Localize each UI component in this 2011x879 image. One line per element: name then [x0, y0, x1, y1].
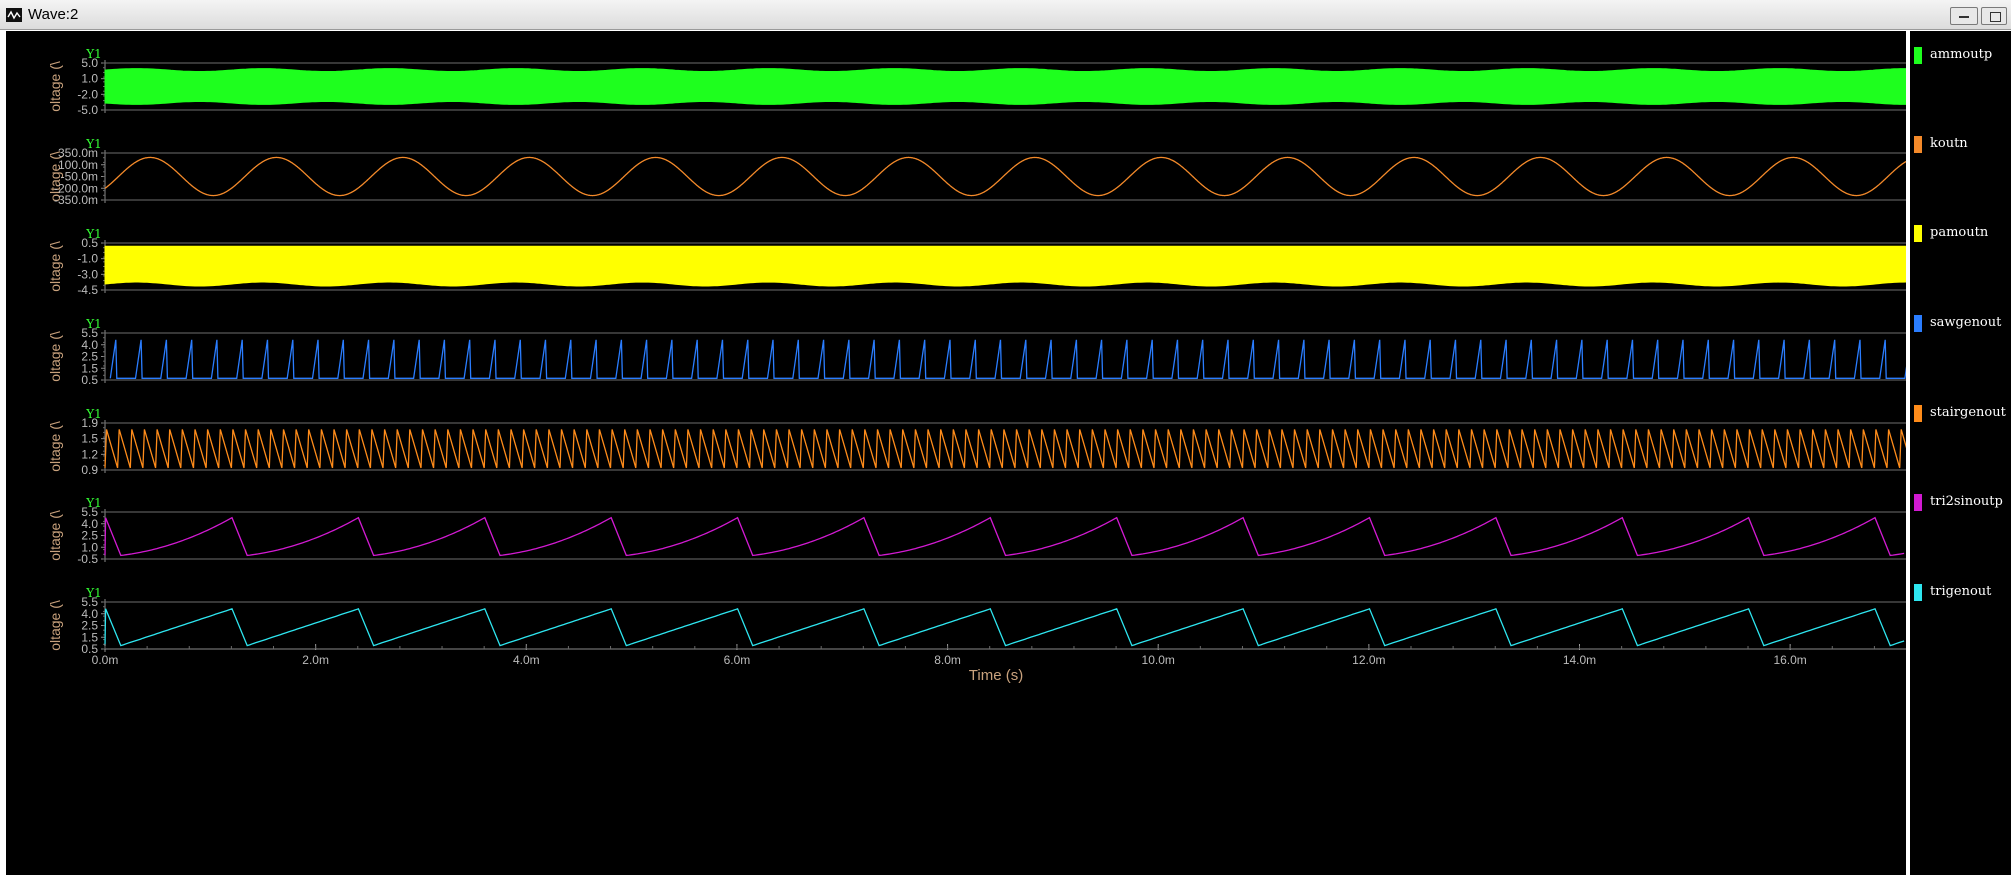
y-tick-label: -1.0	[77, 252, 98, 266]
waveform-tri2sinoutp	[105, 518, 1904, 556]
legend-label: sawgenout	[1930, 315, 2001, 330]
panel-y-axis-label: oltage (\	[47, 241, 63, 292]
legend-swatch	[1914, 405, 1922, 422]
x-tick-label: 10.0m	[1142, 653, 1175, 667]
y-tick-label: -0.5	[77, 552, 98, 566]
waveform-icon	[6, 8, 22, 22]
x-tick-label: 16.0m	[1773, 653, 1806, 667]
y-tick-label: 1.2	[81, 447, 98, 461]
legend-item-koutn[interactable]: koutn	[1910, 132, 2011, 156]
y-tick-label: -4.5	[77, 283, 98, 297]
waveform-pamoutn	[105, 246, 1906, 286]
x-tick-label: 0.0m	[92, 653, 119, 667]
restore-icon	[1990, 12, 2001, 22]
y-tick-label: 1.9	[81, 416, 98, 430]
waveform-ammoutp	[105, 69, 1906, 105]
waveform-trigenout	[105, 609, 1904, 646]
y-tick-label: 1.0	[81, 72, 98, 86]
legend-label: koutn	[1930, 136, 1968, 151]
legend-item-tri2sinoutp[interactable]: tri2sinoutp	[1910, 490, 2011, 514]
legend-item-pamoutn[interactable]: pamoutn	[1910, 221, 2011, 245]
waveform-sawgenout	[110, 340, 1906, 379]
legend-label: pamoutn	[1930, 225, 1988, 240]
bottom-strip	[0, 875, 2011, 879]
legend-label: trigenout	[1930, 584, 1991, 599]
legend-swatch	[1914, 315, 1922, 332]
legend-swatch	[1914, 225, 1922, 242]
legend-label: stairgenout	[1930, 405, 2006, 420]
panel-y-axis-label: oltage (\	[47, 421, 63, 472]
y-tick-label: 5.0	[81, 56, 98, 70]
legend-swatch	[1914, 584, 1922, 601]
window-title: Wave:2	[28, 6, 78, 23]
y-tick-label: 1.5	[81, 432, 98, 446]
x-axis-label: Time (s)	[969, 667, 1023, 684]
x-tick-label: 8.0m	[934, 653, 961, 667]
y-tick-label: -350.0m	[54, 193, 98, 207]
panel-y-axis-label: oltage (\	[47, 61, 63, 112]
legend-swatch	[1914, 47, 1922, 64]
window-titlebar: Wave:2	[0, 0, 2011, 30]
restore-button[interactable]	[1981, 7, 2007, 25]
panel-y-axis-label: oltage (\	[47, 600, 63, 651]
y-tick-label: 0.5	[81, 373, 98, 387]
x-tick-label: 4.0m	[513, 653, 540, 667]
legend-item-ammoutp[interactable]: ammoutp	[1910, 43, 2011, 67]
legend-label: ammoutp	[1930, 47, 1992, 62]
x-tick-label: 12.0m	[1352, 653, 1385, 667]
minimize-icon	[1959, 16, 1969, 18]
waveform-plot-area[interactable]: Y1 oltage (\ 5.0 1.0 -2.0 -5.0 Y1 oltage (\ 350.…	[6, 31, 1906, 879]
x-tick-label: 2.0m	[302, 653, 329, 667]
legend-swatch	[1914, 494, 1922, 511]
legend-swatch	[1914, 136, 1922, 153]
legend-panel: ammoutp koutn pamoutn sawgenout stairgenout t…	[1910, 31, 2011, 879]
legend-item-sawgenout[interactable]: sawgenout	[1910, 311, 2011, 335]
panel-y-axis-label: oltage (\	[47, 331, 63, 382]
app-icon	[6, 8, 22, 22]
waveform-koutn	[105, 157, 1906, 195]
waveform-stairgenout	[105, 429, 1906, 468]
minimize-button[interactable]	[1950, 7, 1978, 25]
y-tick-label: -3.0	[77, 267, 98, 281]
panel-y-axis-label: oltage (\	[47, 510, 63, 561]
legend-item-stairgenout[interactable]: stairgenout	[1910, 401, 2011, 425]
legend-label: tri2sinoutp	[1930, 494, 2003, 509]
y-tick-label: 0.9	[81, 463, 98, 477]
x-tick-label: 6.0m	[724, 653, 751, 667]
legend-item-trigenout[interactable]: trigenout	[1910, 580, 2011, 604]
y-tick-label: -2.0	[77, 87, 98, 101]
y-tick-label: 0.5	[81, 236, 98, 250]
x-tick-label: 14.0m	[1563, 653, 1596, 667]
y-tick-label: -5.0	[77, 103, 98, 117]
